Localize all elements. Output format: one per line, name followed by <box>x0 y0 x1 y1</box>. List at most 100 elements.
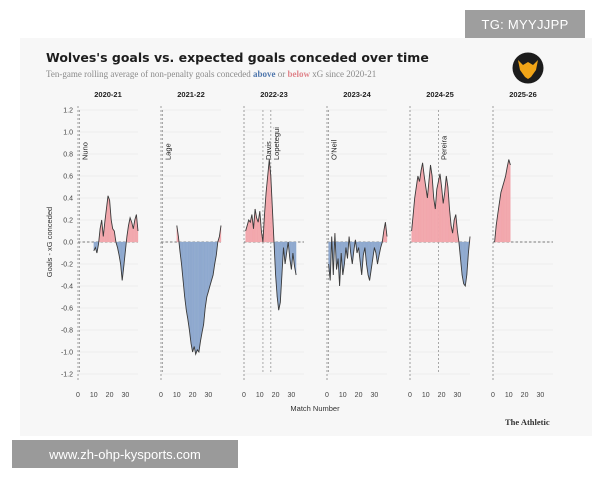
y-tick-label: -1.0 <box>61 350 73 357</box>
area-below-xg <box>500 186 503 243</box>
area-above-xg <box>187 241 190 331</box>
x-tick-label: 30 <box>121 392 129 399</box>
area-above-xg <box>463 241 466 287</box>
y-tick-label: -1.2 <box>61 372 73 379</box>
x-tick-label: 10 <box>256 392 264 399</box>
manager-label: Davis <box>264 141 273 160</box>
wolves-logo-icon <box>512 52 544 84</box>
x-tick-label: 0 <box>159 392 163 399</box>
watermark-top-badge: TG: MYYJJPP <box>465 10 585 38</box>
y-tick-label: 0.4 <box>63 196 73 203</box>
x-tick-label: 10 <box>422 392 430 399</box>
series-line <box>411 162 471 288</box>
season-panel-2024-25: 2024-25 0 10 20 30 Pereira <box>408 90 471 399</box>
x-tick-label: 20 <box>106 392 114 399</box>
season-panel-2023-24: 2023-24 0 10 20 30 O'Neil <box>325 90 388 399</box>
area-above-xg <box>186 241 188 320</box>
area-above-xg <box>197 241 200 353</box>
season-label: 2021-22 <box>177 90 205 99</box>
area-below-xg <box>420 162 423 243</box>
x-tick-label: 10 <box>90 392 98 399</box>
area-below-xg <box>502 181 505 243</box>
area-above-xg <box>206 241 209 298</box>
x-tick-label: 20 <box>189 392 197 399</box>
series-line <box>494 159 511 243</box>
area-below-xg <box>507 159 509 243</box>
y-tick-label: -0.4 <box>61 284 73 291</box>
watermark-bottom-badge: www.zh-ohp-kysports.com <box>12 440 238 468</box>
series-line <box>93 195 139 281</box>
x-tick-label: 20 <box>272 392 280 399</box>
x-tick-label: 0 <box>242 392 246 399</box>
subtitle-suffix: xG since 2020-21 <box>310 69 377 79</box>
series-layer: 2020-21 0 10 20 30 Nuno 2021-22 0 10 20 30 Lage 2022… <box>76 90 553 399</box>
manager-label: Lopetegui <box>272 127 281 160</box>
subtitle-prefix: Ten-game rolling average of non-penalty … <box>46 69 254 79</box>
y-tick-label: 0.8 <box>63 152 73 159</box>
season-label: 2023-24 <box>343 90 371 99</box>
area-above-xg <box>201 241 204 333</box>
x-tick-label: 0 <box>76 392 80 399</box>
x-tick-label: 0 <box>408 392 412 399</box>
manager-label: Nuno <box>81 142 90 160</box>
season-panel-2025-26: 2025-26 0 10 20 30 <box>491 90 553 399</box>
wolf-head-shape <box>518 60 538 79</box>
area-below-xg <box>508 159 511 243</box>
x-tick-label: 20 <box>355 392 363 399</box>
area-below-xg <box>438 173 441 243</box>
area-above-xg <box>192 241 195 353</box>
area-below-xg <box>503 175 506 243</box>
season-panel-2021-22: 2021-22 0 10 20 30 Lage <box>159 90 222 399</box>
x-tick-label: 10 <box>339 392 347 399</box>
y-tick-label: 1.2 <box>63 108 73 115</box>
x-tick-label: 0 <box>491 392 495 399</box>
area-above-xg <box>195 241 198 355</box>
area-below-xg <box>505 167 508 243</box>
series-line <box>328 222 388 287</box>
season-panel-2020-21: 2020-21 0 10 20 30 Nuno <box>76 90 139 399</box>
area-above-xg <box>189 241 192 344</box>
y-tick-label: 0.6 <box>63 174 73 181</box>
y-tick-label: -0.2 <box>61 262 73 269</box>
subtitle-below-word: below <box>287 69 311 79</box>
series-line <box>245 159 297 311</box>
x-tick-label: 30 <box>536 392 544 399</box>
y-tick-label: 0.2 <box>63 218 73 225</box>
season-label: 2024-25 <box>426 90 454 99</box>
x-tick-label: 0 <box>325 392 329 399</box>
x-tick-label: 30 <box>453 392 461 399</box>
x-tick-label: 20 <box>521 392 529 399</box>
x-axis-label: Match Number <box>290 404 340 413</box>
grid-layer: -1.2 -1.0 -0.8 -0.6 -0.4 -0.2 0.0 0.2 0.4 0.6 0.8 1… <box>61 108 73 379</box>
y-tick-label: 1.0 <box>63 130 73 137</box>
chart-title: Wolves's goals vs. expected goals conced… <box>46 50 429 65</box>
season-label: 2022-23 <box>260 90 288 99</box>
area-above-xg <box>208 241 211 292</box>
area-above-xg <box>194 241 196 355</box>
series-line <box>176 225 222 356</box>
x-tick-label: 10 <box>505 392 513 399</box>
y-tick-label: -0.8 <box>61 328 73 335</box>
x-tick-label: 30 <box>370 392 378 399</box>
x-tick-label: 30 <box>287 392 295 399</box>
area-below-xg <box>248 219 251 243</box>
x-tick-label: 10 <box>173 392 181 399</box>
y-tick-label: 0.0 <box>63 240 73 247</box>
season-label: 2025-26 <box>509 90 537 99</box>
area-below-xg <box>107 195 110 243</box>
subtitle-above-word: above <box>253 69 276 79</box>
area-below-xg <box>417 175 420 243</box>
y-tick-label: -0.6 <box>61 306 73 313</box>
source-label: The Athletic <box>505 417 550 427</box>
area-above-xg <box>200 241 203 342</box>
area-above-xg <box>190 241 193 353</box>
x-tick-label: 30 <box>204 392 212 399</box>
chart-subtitle: Ten-game rolling average of non-penalty … <box>46 69 376 79</box>
area-above-xg <box>209 241 212 287</box>
manager-label: Pereira <box>439 135 448 160</box>
y-axis-label: Goals - xG conceded <box>45 207 54 277</box>
season-label: 2020-21 <box>94 90 122 99</box>
x-tick-label: 20 <box>438 392 446 399</box>
